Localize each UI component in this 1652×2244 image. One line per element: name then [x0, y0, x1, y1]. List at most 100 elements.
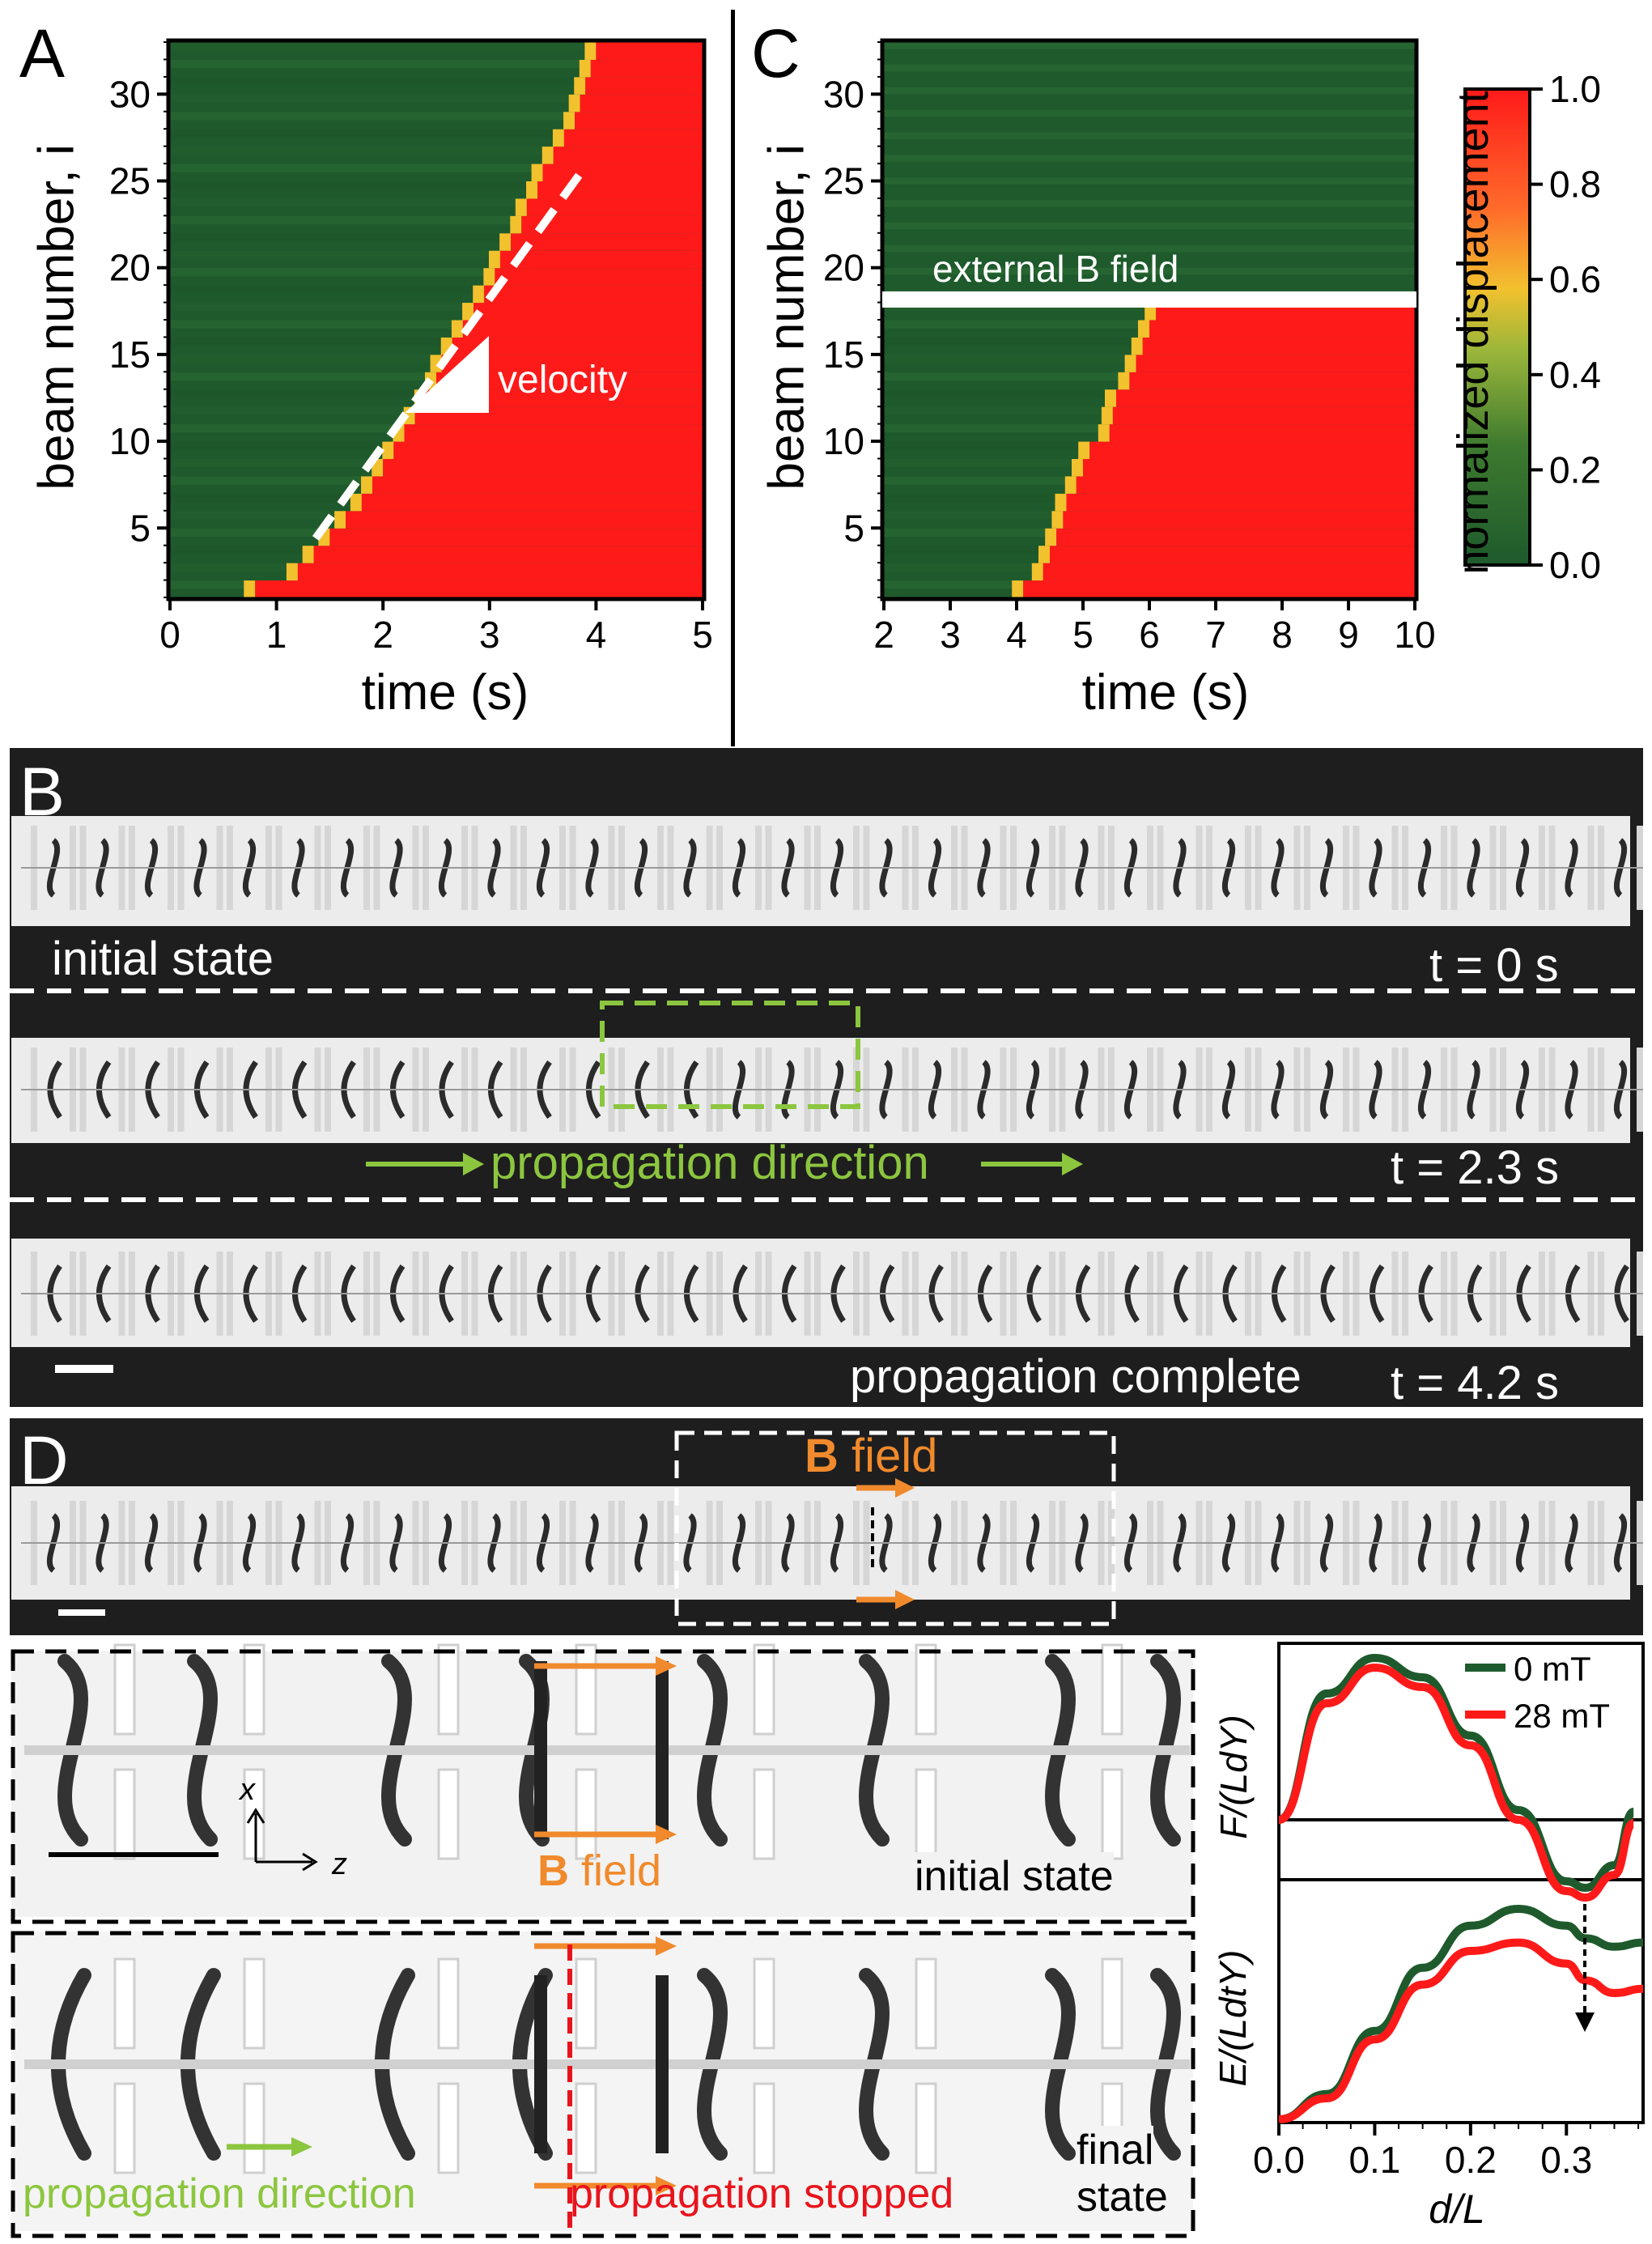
heatmap-a-switched-cell	[346, 510, 703, 529]
heatmap-a-ytick-label: 20	[109, 247, 151, 289]
zoom-top-post	[1101, 1643, 1123, 1736]
heatmap-c-blocked-texture	[884, 87, 1415, 95]
heatmap-a-front-cell	[510, 215, 522, 234]
heatmap-a-ytick-label: 30	[109, 73, 151, 115]
heatmap-a-switched-cell	[425, 389, 703, 407]
heatmap-a-xtick-label: 3	[479, 614, 500, 656]
e-xtick-label: 0.0	[1253, 2139, 1305, 2181]
heatmap-c-switched-cell	[1066, 493, 1415, 512]
heatmap-c-front-cell	[1138, 320, 1149, 338]
label-b-field-d: B field	[805, 1433, 937, 1480]
axis-z-label: z	[332, 1847, 347, 1881]
heatmap-c-front-cell	[1101, 406, 1113, 425]
heatmap-c-switched-cell	[1112, 406, 1415, 425]
heatmap-a-front-cell	[563, 111, 575, 130]
heatmap-c-xtick-label: 8	[1272, 614, 1293, 656]
colorbar-tick-label: 0.0	[1549, 544, 1601, 586]
heatmap-c-switched-cell	[1136, 354, 1415, 372]
zoom-propagation-stopped-label: propagation stopped	[570, 2170, 954, 2217]
heatmap-a-switched-cell	[383, 458, 703, 477]
zoom-top-magnet	[534, 1661, 547, 1839]
heatmap-a-switched-cell	[361, 493, 703, 512]
heatmap-a-xtick-label: 5	[692, 614, 713, 656]
heatmap-a-row-texture	[170, 198, 703, 207]
zoom-bottom-post	[915, 1957, 937, 2050]
heatmap-a-switched-cell	[526, 198, 703, 216]
heatmap-a-row-texture	[170, 181, 703, 190]
heatmap-a-row-texture	[170, 320, 703, 329]
heatmap-a-front-cell	[361, 475, 373, 494]
heatmap-c-switched-cell	[1109, 423, 1415, 442]
label-initial-state: initial state	[52, 933, 274, 985]
colorbar-tick-label: 1.0	[1549, 68, 1601, 110]
heatmap-a-row-texture	[170, 250, 703, 259]
heatmap-c-switched-cell	[1089, 441, 1415, 459]
heatmap-a-xtick-label: 4	[586, 614, 607, 656]
heatmap-c-ytick-label: 30	[823, 73, 864, 115]
zoom-top-magnet	[656, 1661, 669, 1839]
heatmap-a-row-texture	[170, 215, 703, 225]
heatmap-c-front-cell	[1038, 545, 1050, 563]
heatmap-a-switched-cell	[511, 232, 703, 251]
e-xtick-label: 0.2	[1445, 2139, 1497, 2181]
heatmap-a-ytick-label: 25	[109, 160, 151, 202]
heatmap-a-switched-cell	[563, 129, 703, 147]
zoom-bottom-post	[243, 2082, 265, 2174]
colorbar-label: normalized displacement	[1449, 91, 1497, 575]
heatmap-a-front-cell	[483, 267, 495, 286]
heatmap-c-front-cell	[1045, 528, 1057, 546]
e-xlabel: d/L	[1429, 2187, 1485, 2232]
zoom-bottom-post	[575, 1957, 597, 2050]
heatmap-c-switched-cell	[1056, 528, 1415, 546]
zoom-bottom-post	[437, 1957, 460, 2050]
zoom-top-post	[915, 1643, 937, 1736]
heatmap-a-row-texture	[170, 76, 703, 86]
heatmap-a-front-cell	[462, 302, 474, 321]
heatmap-c-switched-cell	[1063, 510, 1415, 529]
heatmap-c-ytick-label: 10	[823, 420, 864, 462]
heatmap-a-front-cell	[350, 493, 362, 512]
energy-curve-28mT	[1278, 1938, 1644, 2123]
heatmap-c-blocked-texture	[884, 155, 1415, 162]
heatmap-c-blocked-texture	[884, 177, 1415, 185]
panel-c-heatmap: 2 3 4 5 6 7 8 9 10 5 10 15 20 25 30 external B field	[823, 38, 1436, 656]
heatmap-a-switched-cell	[441, 354, 703, 372]
label-propagation-direction-b: propagation direction	[491, 1137, 929, 1189]
zoom-b-field-rest: field	[569, 1847, 662, 1895]
heatmap-a-switched-cell	[484, 285, 703, 304]
zoom-bottom-post	[753, 1957, 775, 2050]
panel-a-heatmap: 0 1 2 3 4 5 5 10 15 20 25 30 velocity	[109, 38, 713, 656]
zoom-bottom-post	[753, 2082, 775, 2174]
heatmap-a-front-cell	[531, 164, 543, 181]
force-curve-28mT	[1277, 1663, 1636, 1902]
heatmap-c-ytick-label: 20	[823, 247, 864, 289]
heatmap-a-switched-cell	[462, 320, 703, 338]
heatmap-a-switched-cell	[499, 250, 703, 269]
zoom-top-post	[753, 1768, 775, 1860]
heatmap-a-switched-cell	[372, 475, 703, 494]
heatmap-a-ytick-label: 5	[130, 507, 151, 549]
heatmap-c-blocked-texture	[884, 109, 1415, 117]
heatmap-a-switched-cell	[329, 528, 703, 546]
vertical-divider	[731, 10, 735, 746]
heatmap-c-switched-cell	[1142, 337, 1415, 355]
heatmap-a-row-texture	[170, 164, 703, 172]
heatmap-c-xtick-label: 7	[1205, 614, 1226, 656]
heatmap-c-front-cell	[1098, 423, 1110, 442]
zoom-bottom-magnet	[656, 1975, 669, 2153]
axis-x-label: x	[240, 1773, 255, 1807]
heatmap-a-xtick-label: 2	[372, 614, 393, 656]
colorbar-tick-label: 0.8	[1549, 164, 1601, 206]
heatmap-c-xtick-label: 10	[1394, 614, 1435, 656]
force-energy-plot: 0.0 0.1 0.2 0.3 0 mT 28 mT	[1253, 1642, 1645, 2181]
heatmap-a-front-cell	[334, 510, 346, 529]
heatmap-c-switched-cell	[1083, 458, 1415, 477]
heatmap-a-front-cell	[244, 580, 256, 598]
heatmap-a-switched-cell	[537, 181, 703, 199]
heatmap-a-switched-cell	[596, 42, 703, 60]
heatmap-c-blocked-texture	[884, 222, 1415, 230]
heatmap-a-switched-cell	[297, 563, 703, 581]
heatmap-c-xtick-label: 4	[1006, 614, 1027, 656]
heatmap-a-front-cell	[488, 250, 500, 269]
heatmap-a-row-texture	[170, 94, 703, 104]
